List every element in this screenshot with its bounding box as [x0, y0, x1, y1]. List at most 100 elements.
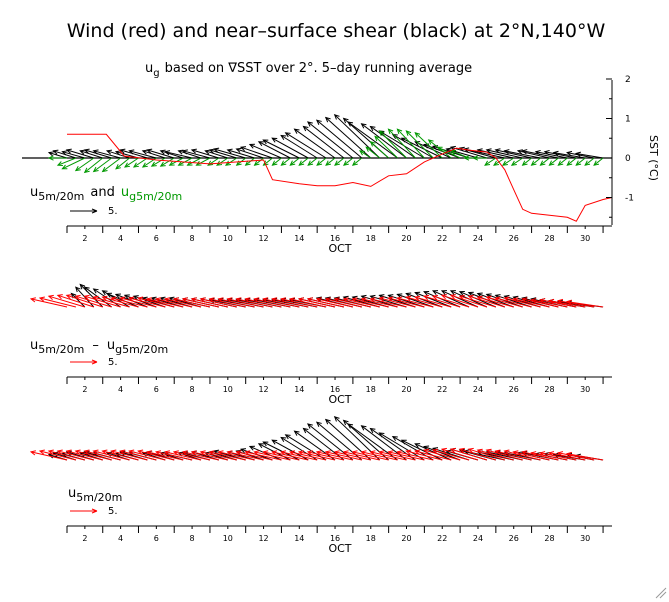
vector-arrow	[205, 150, 228, 159]
vector-arrow	[406, 293, 443, 308]
vector-arrow	[294, 430, 336, 461]
vector-arrowhead	[414, 141, 421, 146]
vector-arrowhead	[503, 449, 510, 455]
vector-arrowhead	[396, 450, 403, 456]
vector-arrow	[173, 298, 211, 308]
vector-arrow	[334, 298, 371, 308]
vector-arrow	[477, 293, 514, 308]
vector-arrowhead	[74, 165, 81, 172]
vector-arrow	[236, 298, 273, 308]
vector-arrowhead	[423, 290, 430, 296]
vector-arrow	[200, 298, 237, 308]
vector-arrow	[495, 149, 532, 159]
vector-arrowhead	[485, 148, 492, 154]
vector-arrow	[272, 157, 282, 166]
vector-arrowhead	[123, 294, 130, 300]
vector-arrow	[236, 148, 264, 159]
vector-arrowhead	[427, 139, 434, 145]
vector-arrow	[388, 128, 416, 159]
mid-legend-a-sub: 5m/20m	[38, 343, 84, 356]
y-tick-label: 2	[625, 75, 631, 85]
vector-arrow	[191, 298, 228, 308]
vector-arrow	[289, 157, 300, 166]
vector-arrow	[39, 297, 77, 308]
mid-legend-a-main: u	[30, 338, 38, 353]
vector-arrowhead	[280, 436, 287, 442]
vector-arrow	[441, 448, 479, 461]
vector-arrowhead	[101, 166, 108, 173]
vector-arrow	[566, 301, 604, 308]
bottom-x-axis: 2 4 6 8 10 12 14 16 18 20 22 24 26 28 30	[66, 525, 612, 543]
bottom-panel: u5m/20m 5. 2 4 6 8 10 12 14 16 18 20 22 24 26 28 30 OC…	[29, 416, 612, 555]
top-x-label: OCT	[328, 242, 351, 255]
vector-arrowhead	[244, 297, 251, 303]
vector-arrow	[361, 123, 407, 159]
bot-legend-a-sub: 5m/20m	[76, 491, 122, 504]
middle-panel: u5m/20m – ug5m/20m 5. 2 4 6 8 10 12 14 16 18 20 22 24…	[29, 283, 612, 406]
vector-arrow	[415, 296, 452, 308]
vector-arrowhead	[369, 141, 376, 147]
middle-x-axis: 2 4 6 8 10 12 14 16 18 20 22 24 26 28 30	[66, 376, 612, 394]
x-tick-label: 24	[473, 534, 483, 543]
vector-arrow	[245, 157, 255, 166]
vector-arrowhead	[271, 297, 278, 303]
vector-arrow	[227, 298, 264, 308]
vector-arrowhead	[124, 162, 130, 168]
vector-arrow	[593, 157, 604, 166]
vector-arrowhead	[548, 451, 555, 457]
vector-arrow	[379, 451, 416, 461]
vector-arrowhead	[38, 449, 45, 455]
vector-arrowhead	[216, 160, 223, 166]
vector-arrowhead	[342, 117, 349, 124]
vector-arrow	[142, 150, 166, 159]
vector-arrow	[281, 298, 318, 308]
vector-arrowhead	[208, 148, 215, 154]
vector-arrowhead	[333, 114, 340, 120]
legend-and: and	[90, 185, 114, 200]
vector-arrowhead	[405, 292, 412, 298]
x-tick-label: 12	[258, 234, 268, 243]
vector-arrow	[115, 157, 130, 170]
y-tick-label: 0	[625, 154, 631, 164]
legend-u-main: u	[30, 185, 38, 200]
vector-arrowhead	[141, 149, 148, 155]
vector-arrowhead	[190, 148, 197, 154]
vector-arrowhead	[387, 128, 394, 135]
vector-arrowhead	[476, 292, 483, 298]
vector-arrowhead	[593, 160, 600, 166]
vector-arrowhead	[315, 297, 322, 303]
resize-grip-icon[interactable]	[655, 587, 667, 599]
vector-arrow	[147, 149, 175, 159]
vector-arrow	[406, 296, 443, 308]
vector-arrowhead	[342, 419, 349, 426]
x-tick-label: 22	[437, 534, 447, 543]
vector-arrow	[164, 298, 202, 308]
vector-arrow	[423, 295, 461, 308]
vector-arrowhead	[333, 450, 340, 456]
vector-arrowhead	[271, 450, 278, 456]
x-tick-label: 2	[82, 385, 87, 394]
vector-arrowhead	[114, 150, 121, 156]
vector-arrowhead	[177, 160, 184, 166]
vector-arrowhead	[510, 160, 517, 166]
vector-arrowhead	[414, 443, 421, 448]
vector-arrow	[325, 117, 372, 159]
vector-arrow	[218, 451, 255, 461]
vector-arrowhead	[440, 447, 447, 453]
vector-arrowhead	[432, 290, 439, 295]
vector-arrow	[513, 451, 550, 461]
vector-arrow	[57, 450, 94, 461]
vector-arrowhead	[315, 450, 322, 456]
vector-arrow	[477, 449, 514, 461]
vector-arrowhead	[440, 294, 448, 300]
vector-arrow	[71, 293, 86, 308]
vector-arrow	[361, 451, 398, 461]
vector-arrowhead	[146, 297, 153, 303]
vector-arrow	[120, 450, 157, 461]
vector-arrow	[325, 451, 362, 461]
vector-arrowhead	[307, 423, 313, 429]
vector-arrow	[347, 121, 398, 159]
vector-arrow	[307, 157, 318, 166]
vector-arrow	[151, 157, 166, 167]
